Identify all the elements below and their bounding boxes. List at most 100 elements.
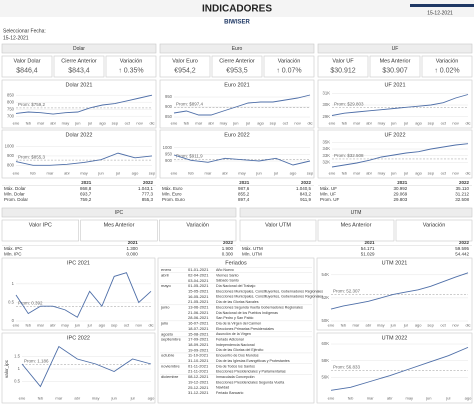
y-tick-label: 35K bbox=[323, 139, 331, 144]
x-tick-label: may bbox=[378, 171, 386, 176]
x-tick-label: jul bbox=[403, 171, 408, 176]
date-filter-value[interactable]: 15-12-2021 bbox=[3, 35, 29, 41]
chart-title: UTM 2021 bbox=[382, 260, 408, 266]
kpi-label: Valor Dolar bbox=[13, 58, 40, 64]
y-tick-label: 29K bbox=[323, 114, 331, 119]
holiday-date: 19-09-2021 bbox=[188, 347, 209, 352]
holiday-date: 01-01-2021 bbox=[188, 267, 209, 272]
x-tick-label: jun bbox=[390, 121, 396, 126]
holiday-month: junio bbox=[160, 305, 170, 310]
kpi-label: Mes Anterior bbox=[380, 58, 411, 64]
y-tick-label: 30K bbox=[323, 102, 331, 107]
kpi-value: $30.907 bbox=[382, 67, 407, 74]
x-tick-label: mar bbox=[47, 171, 55, 176]
header-accent bbox=[410, 4, 474, 7]
x-tick-label: jul bbox=[403, 121, 408, 126]
kpi-card bbox=[53, 55, 105, 78]
x-tick-label: jun bbox=[110, 396, 116, 401]
y-tick-label: 56K bbox=[322, 374, 330, 379]
data-line bbox=[330, 272, 469, 310]
mean-annotation: Prom: $897,4 bbox=[176, 102, 204, 107]
table-cell: 843,2 bbox=[300, 192, 312, 197]
x-tick-label: ene bbox=[19, 396, 26, 401]
data-line bbox=[331, 143, 469, 168]
x-tick-label: ene bbox=[13, 323, 20, 328]
date-filter-label: Seleccionar Fecha: bbox=[3, 28, 46, 34]
x-tick-label: jun bbox=[232, 121, 238, 126]
x-tick-label: ago bbox=[99, 323, 106, 328]
x-tick-label: ago bbox=[415, 323, 422, 328]
kpi-value: $846,4 bbox=[16, 67, 38, 74]
kpi-value: $843,4 bbox=[68, 67, 90, 74]
chart-title: IPC 2021 bbox=[67, 260, 90, 266]
holiday-date: 15-08-2021 bbox=[188, 331, 209, 336]
kpi-label: Cierre Anterior bbox=[61, 58, 97, 64]
section-title: UF bbox=[392, 46, 399, 52]
holiday-month: octubre bbox=[161, 353, 175, 358]
x-tick-label: jul bbox=[445, 396, 450, 401]
header-bar bbox=[0, 0, 474, 17]
table-header: 2022 bbox=[301, 180, 312, 185]
x-tick-label: abr bbox=[222, 171, 228, 176]
table-cell: 759,2 bbox=[80, 197, 92, 202]
x-tick-label: feb bbox=[342, 171, 348, 176]
x-tick-label: mar bbox=[353, 121, 361, 126]
data-line bbox=[173, 154, 311, 166]
kpi-value: €954,2 bbox=[174, 67, 196, 74]
y-tick-label: 1000 bbox=[5, 144, 15, 149]
table-cell: Máx. UF bbox=[320, 186, 337, 191]
table-cell: 32.508 bbox=[455, 197, 469, 202]
table-cell: Prom. Euro bbox=[162, 197, 185, 202]
y-tick-label: 900 bbox=[165, 158, 173, 163]
x-tick-label: ago bbox=[290, 171, 297, 176]
mean-annotation: Prom: 1.186 bbox=[24, 359, 49, 364]
x-tick-label: ene bbox=[329, 171, 336, 176]
table-cell: Mín. UTM bbox=[242, 252, 262, 257]
x-tick-label: jun bbox=[255, 171, 261, 176]
section-title: Euro bbox=[232, 46, 243, 52]
x-tick-label: feb bbox=[342, 121, 348, 126]
y-tick-label: 50K bbox=[322, 318, 330, 323]
holiday-name: Feriado Adicional bbox=[216, 338, 244, 342]
table-cell: 35.110 bbox=[456, 186, 470, 191]
x-tick-label: oct bbox=[441, 171, 447, 176]
holiday-date: 28-06-2021 bbox=[188, 315, 209, 320]
x-tick-label: dic bbox=[149, 121, 154, 126]
y-tick-label: 31K bbox=[323, 90, 331, 95]
table-cell: 987,6 bbox=[238, 186, 250, 191]
x-tick-label: abr bbox=[64, 171, 70, 176]
kpi-label: Valor Euro bbox=[172, 58, 198, 64]
x-tick-label: mar bbox=[367, 396, 375, 401]
chart-title: UF 2022 bbox=[384, 132, 405, 138]
kpi-label: Valor IPC bbox=[29, 222, 52, 228]
table-cell: 855,3 bbox=[142, 197, 154, 202]
y-tick-label: 60K bbox=[322, 341, 330, 346]
holiday-name: Día de la Virgen del Carmen bbox=[216, 321, 261, 325]
table-cell: Prom. Dolar bbox=[4, 197, 29, 202]
table-cell: Máx. IPC bbox=[4, 246, 23, 251]
x-tick-label: may bbox=[377, 323, 385, 328]
x-tick-label: mar bbox=[37, 323, 45, 328]
holiday-date: 21-06-2021 bbox=[188, 310, 209, 315]
data-line bbox=[15, 272, 152, 318]
x-tick-label: dic bbox=[148, 323, 153, 328]
holiday-name: Independencia Nacional bbox=[216, 343, 255, 347]
table-cell: 855,2 bbox=[238, 192, 250, 197]
table-cell: 0.000 bbox=[126, 252, 138, 257]
y-tick-label: 800 bbox=[7, 162, 15, 167]
x-tick-label: dic bbox=[307, 121, 312, 126]
y-tick-label: 850 bbox=[7, 92, 15, 97]
kpi-card bbox=[317, 55, 369, 78]
holiday-name: Viernes Santo bbox=[216, 273, 239, 277]
holiday-name: Elecciones Presidenciales Segunda Vuelta bbox=[216, 380, 284, 384]
y-tick-label: 1 bbox=[18, 366, 21, 371]
table-header: 2021 bbox=[81, 180, 92, 185]
chart-title: Euro 2022 bbox=[224, 132, 249, 138]
holiday-name: Elecciones Segunda Vuelta Gobernadores R… bbox=[216, 305, 303, 309]
kpi-label: Variación bbox=[423, 222, 446, 228]
x-tick-label: nov bbox=[452, 171, 458, 176]
table-cell: Prom. UF bbox=[320, 197, 340, 202]
chart-title: UTM 2022 bbox=[382, 335, 408, 341]
header-date: 15-12-2021 bbox=[427, 10, 453, 16]
